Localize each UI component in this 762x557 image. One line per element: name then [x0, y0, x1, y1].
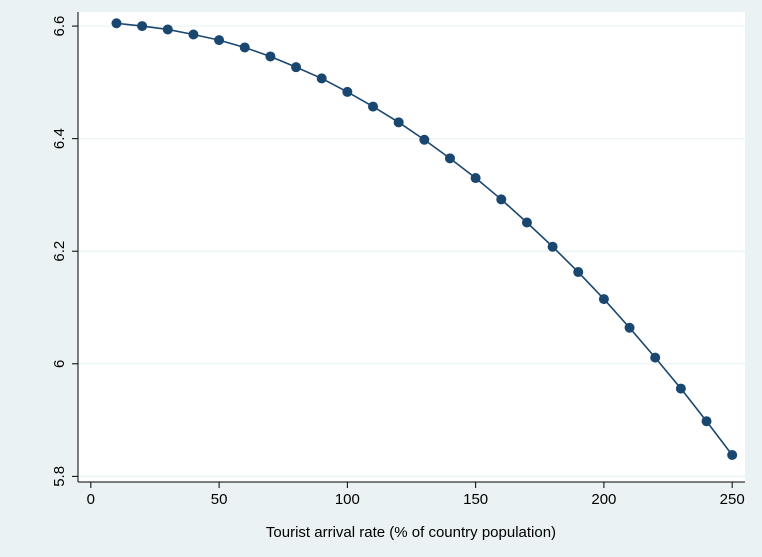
data-point: [137, 21, 148, 32]
plot-area: [78, 12, 745, 482]
data-point: [111, 18, 122, 29]
data-point: [291, 62, 302, 73]
data-point: [162, 24, 173, 35]
x-tick-label: 0: [87, 491, 95, 508]
data-series: [111, 18, 738, 460]
data-point: [675, 383, 686, 394]
data-point: [265, 51, 276, 62]
data-point: [496, 194, 507, 205]
data-point: [239, 42, 250, 53]
data-point: [701, 416, 712, 427]
data-point: [214, 35, 225, 46]
data-point: [547, 241, 558, 252]
y-tick-label: 6.4: [51, 128, 68, 149]
x-tick-label: 150: [463, 491, 488, 508]
data-point: [521, 217, 532, 228]
data-point: [598, 294, 609, 305]
data-point: [573, 267, 584, 278]
data-point: [368, 101, 379, 112]
data-point: [188, 29, 199, 40]
x-tick-label: 250: [720, 491, 745, 508]
y-tick-label: 5.8: [51, 466, 68, 487]
data-point: [419, 134, 430, 145]
data-point: [444, 153, 455, 164]
x-axis-title: Tourist arrival rate (% of country popul…: [266, 524, 556, 541]
x-axis-ticks: 0 50 100 150 200 250: [87, 482, 745, 508]
y-axis-ticks: 5.8 6 6.2 6.4 6.6: [51, 16, 78, 487]
y-tick-label: 6.6: [51, 16, 68, 37]
gridlines: [78, 25, 745, 477]
x-tick-label: 50: [211, 491, 228, 508]
data-point: [650, 352, 661, 363]
data-point: [342, 86, 353, 97]
data-point: [393, 117, 404, 128]
data-point: [470, 173, 481, 184]
data-point: [727, 449, 738, 460]
x-tick-label: 100: [335, 491, 360, 508]
data-point: [316, 73, 327, 84]
y-tick-label: 6: [51, 360, 68, 368]
x-tick-label: 200: [591, 491, 616, 508]
data-point: [624, 322, 635, 333]
y-tick-label: 6.2: [51, 241, 68, 262]
